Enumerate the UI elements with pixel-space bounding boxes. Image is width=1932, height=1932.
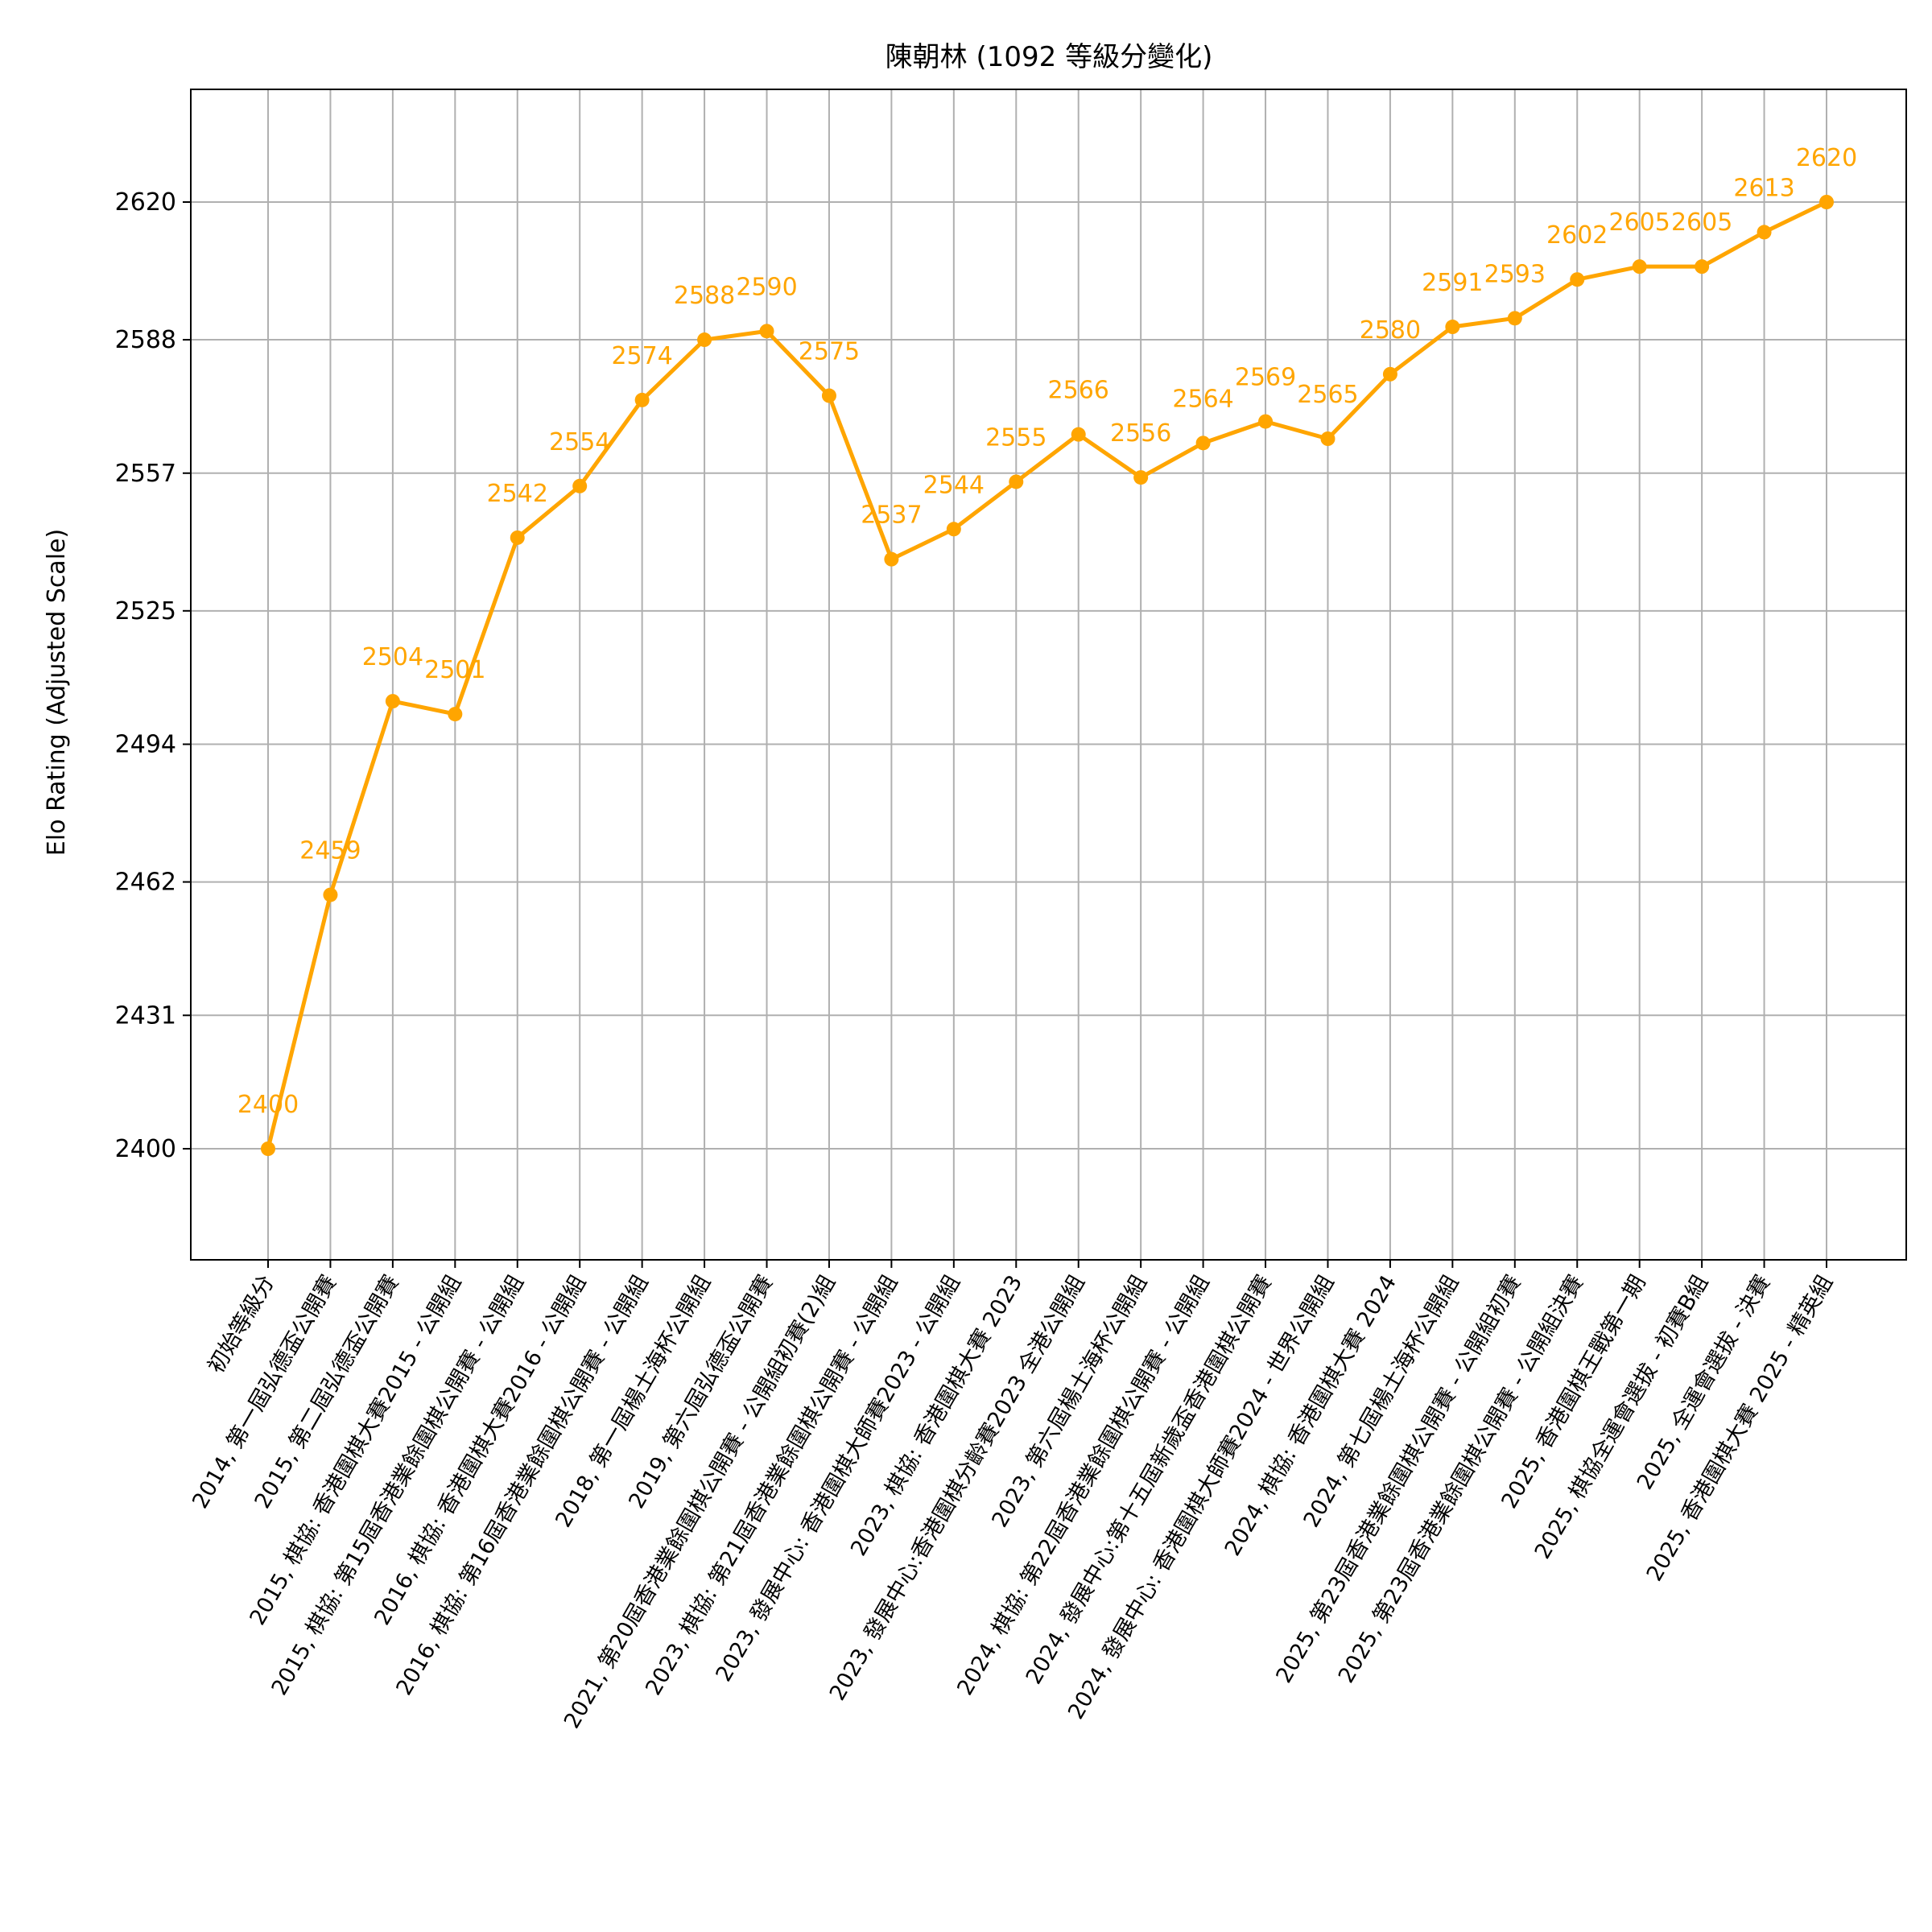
y-tick-label: 2462 [115,869,176,897]
rating-series [261,195,1834,1156]
data-point [572,478,588,493]
y-tick-label: 2620 [115,188,176,217]
data-label: 2575 [799,338,860,366]
data-point [1445,320,1460,335]
data-point [1757,225,1772,240]
data-point [510,530,525,545]
data-label: 2613 [1733,174,1794,202]
data-point [1695,259,1710,275]
data-point [261,1141,275,1156]
data-label: 2400 [237,1091,299,1119]
grid-lines [191,89,1906,1260]
y-axis-label: Elo Rating (Adjusted Scale) [43,529,71,856]
data-label: 2555 [985,423,1046,452]
data-point [1320,431,1335,446]
data-point [759,324,774,339]
y-tick-label: 2400 [115,1135,176,1163]
data-label: 2569 [1235,364,1296,392]
data-point [448,707,463,722]
plot-frame [190,89,1907,1261]
data-label: 2459 [299,837,361,865]
data-point [323,887,338,902]
data-label: 2554 [549,428,610,456]
data-point [634,392,650,407]
data-point [1071,427,1086,442]
data-point [1819,195,1834,209]
data-point [884,551,899,567]
data-label: 2544 [923,471,985,499]
data-point [1382,366,1397,382]
data-label: 2580 [1360,316,1421,345]
data-label: 2537 [861,502,922,530]
data-label: 2564 [1172,385,1233,413]
y-tick-label: 2557 [115,460,176,488]
data-point [1133,470,1149,485]
data-label: 2556 [1110,419,1171,448]
data-point [1009,474,1024,489]
data-point [1570,272,1585,287]
data-point [385,694,400,709]
data-point [1195,436,1211,451]
y-tick-label: 2525 [115,597,176,625]
rating-line [266,200,1828,1150]
chart-title: 陳朝林 (1092 等級分變化) [886,41,1213,73]
y-axis-ticks: 2400 2431 2462 2494 2525 2557 2588 2620 [115,188,191,1163]
data-label: 2602 [1546,221,1608,250]
data-label: 2501 [424,656,485,684]
data-point [697,332,712,348]
y-tick-label: 2588 [115,326,176,354]
data-label: 2566 [1048,377,1109,405]
data-point [821,388,836,403]
data-label: 2590 [736,273,797,301]
y-tick-label: 2494 [115,731,176,759]
data-label: 2565 [1297,381,1358,409]
data-label: 2591 [1422,269,1483,297]
data-label: 2504 [362,643,423,671]
data-point [1258,414,1274,429]
data-point [1507,311,1522,326]
y-tick-label: 2431 [115,1001,176,1030]
data-label: 2574 [611,342,672,370]
data-label: 2605 [1609,208,1670,237]
data-label: 2605 [1671,208,1732,237]
data-point [1632,259,1647,275]
data-label: 2593 [1484,260,1546,288]
data-label: 2542 [487,480,548,508]
data-label: 2620 [1796,144,1857,172]
data-label: 2588 [674,282,735,310]
data-point [946,522,961,537]
